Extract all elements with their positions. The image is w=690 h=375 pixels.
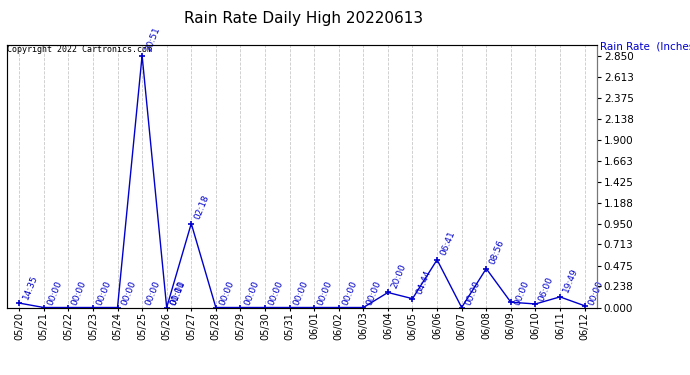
Text: 06:00: 06:00 bbox=[538, 276, 555, 303]
Text: 00:00: 00:00 bbox=[292, 279, 310, 307]
Text: 08:56: 08:56 bbox=[489, 238, 506, 266]
Text: 00:00: 00:00 bbox=[316, 279, 334, 307]
Text: 00:00: 00:00 bbox=[242, 279, 260, 307]
Text: 00:00: 00:00 bbox=[513, 279, 531, 307]
Text: 00:00: 00:00 bbox=[46, 279, 63, 307]
Text: Rain Rate Daily High 20220613: Rain Rate Daily High 20220613 bbox=[184, 11, 423, 26]
Text: Rain Rate  (Inches/Hour): Rain Rate (Inches/Hour) bbox=[600, 41, 690, 51]
Text: 00:00: 00:00 bbox=[70, 279, 88, 307]
Text: 20:00: 20:00 bbox=[390, 262, 408, 290]
Text: 00:00: 00:00 bbox=[168, 279, 187, 307]
Text: 00:00: 00:00 bbox=[119, 279, 137, 307]
Text: 04:44: 04:44 bbox=[415, 269, 433, 296]
Text: Copyright 2022 Cartronics.com: Copyright 2022 Cartronics.com bbox=[7, 45, 152, 54]
Text: 02:18: 02:18 bbox=[193, 194, 211, 221]
Text: 00:00: 00:00 bbox=[586, 279, 604, 307]
Text: 20:51: 20:51 bbox=[144, 26, 162, 53]
Text: 00:00: 00:00 bbox=[341, 279, 359, 307]
Text: 00:00: 00:00 bbox=[464, 279, 482, 307]
Text: 00:00: 00:00 bbox=[218, 279, 236, 307]
Text: 00:00: 00:00 bbox=[144, 279, 162, 307]
Text: 14:35: 14:35 bbox=[21, 273, 39, 300]
Text: 00:00: 00:00 bbox=[267, 279, 285, 307]
Text: 00:00: 00:00 bbox=[95, 279, 113, 307]
Text: 19:49: 19:49 bbox=[562, 267, 580, 294]
Text: 01:11: 01:11 bbox=[168, 279, 187, 307]
Text: 00:00: 00:00 bbox=[365, 279, 384, 307]
Text: 06:41: 06:41 bbox=[439, 230, 457, 257]
